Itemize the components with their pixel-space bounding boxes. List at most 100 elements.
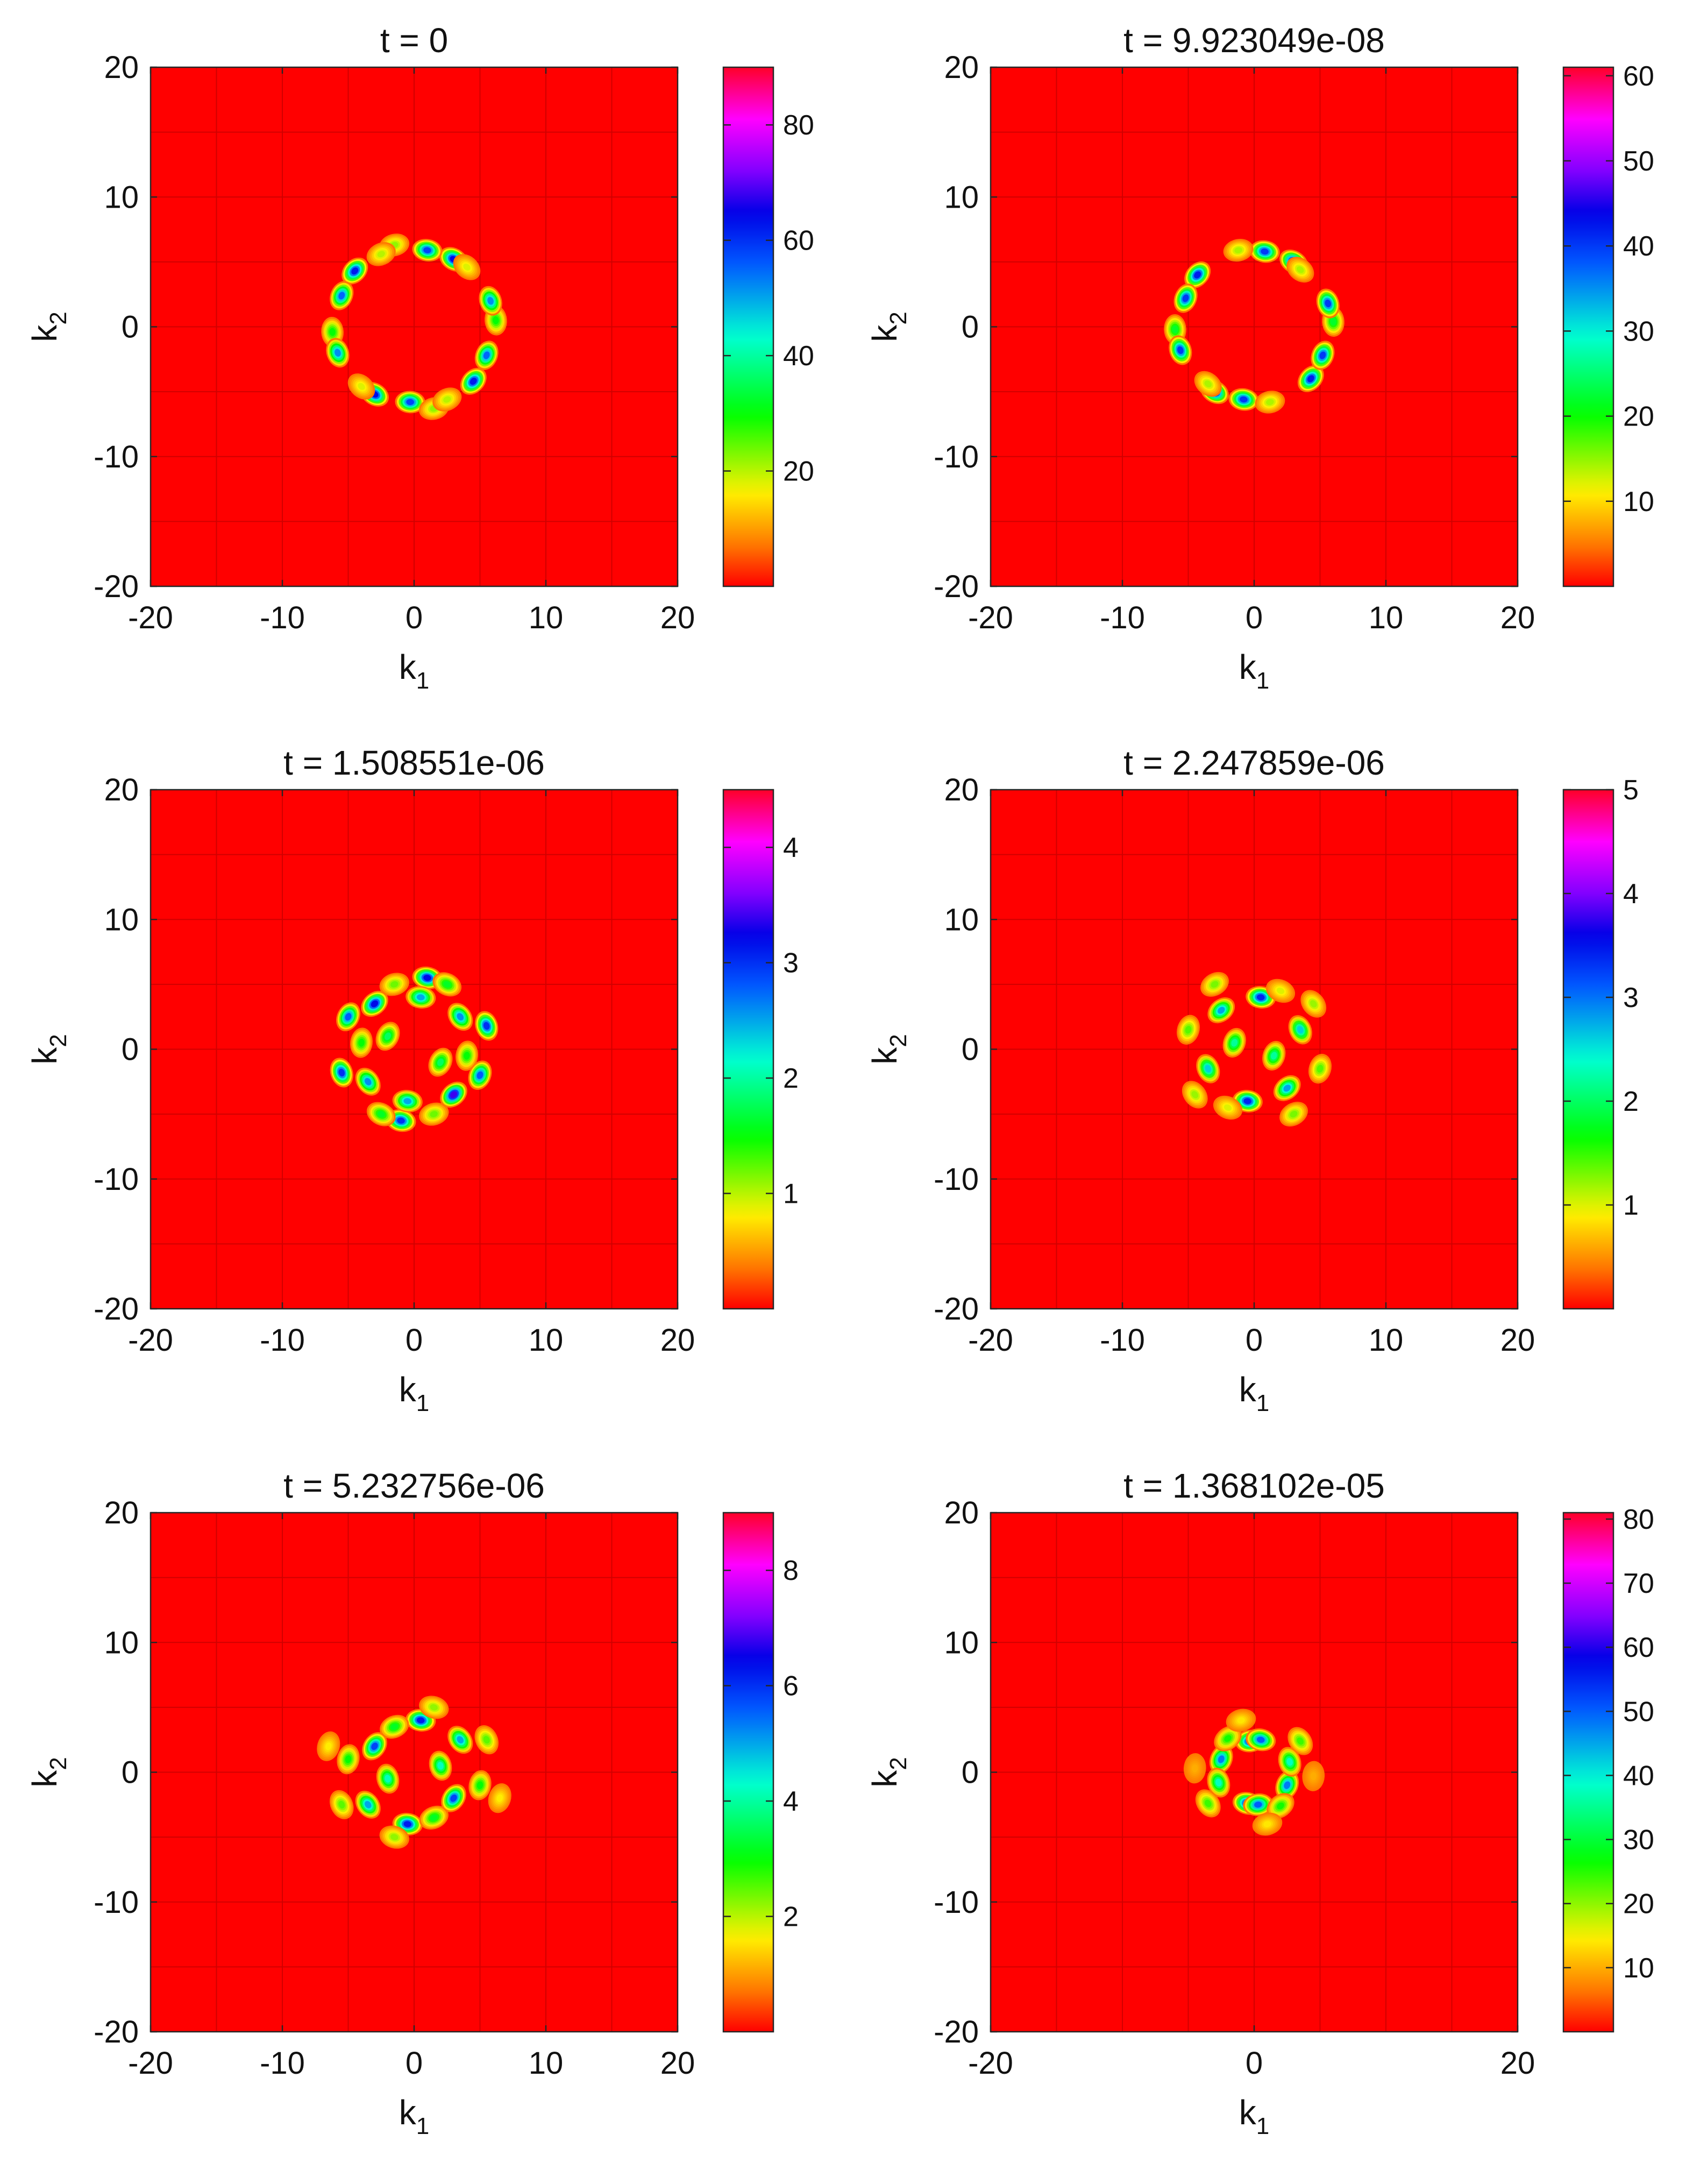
contour-level	[483, 1736, 490, 1744]
y-axis-label-main: k	[25, 1770, 64, 1788]
colorbar-tick-label: 50	[1623, 146, 1654, 177]
contour-blob	[366, 1102, 396, 1126]
contour-level	[1276, 987, 1285, 994]
contour-blob	[1195, 1789, 1221, 1818]
x-axis-label-main: k	[399, 1370, 417, 1409]
x-tick-label: -10	[1100, 1323, 1145, 1358]
contour-blob	[474, 1725, 499, 1755]
grid-lines	[991, 790, 1518, 1309]
contour-level	[437, 1762, 444, 1770]
contour-level	[483, 1022, 490, 1030]
contour-blob	[329, 1790, 354, 1819]
contour-level	[1194, 271, 1201, 279]
y-axis-label-main: k	[865, 324, 904, 342]
contour-blob	[1246, 1728, 1276, 1752]
x-axis-label-main: k	[399, 648, 417, 686]
contour-level	[1223, 1104, 1232, 1111]
contour-blob	[361, 990, 388, 1017]
x-tick-label: 0	[406, 600, 423, 635]
contour-blob	[355, 1067, 381, 1096]
y-axis-label-subscript: 2	[885, 311, 912, 324]
contour-level	[437, 1058, 444, 1066]
contour-level	[377, 1111, 385, 1118]
contour-level	[1270, 1052, 1277, 1060]
contour-level	[338, 1068, 345, 1077]
colorbar-frame	[722, 66, 774, 587]
y-tick-label: -20	[94, 2015, 139, 2050]
contour-blob	[366, 242, 396, 266]
y-tick-label: 10	[104, 180, 139, 215]
colorbar-tick-label: 6	[783, 1671, 799, 1702]
contour-blobs	[1176, 972, 1332, 1127]
colorbar	[1563, 790, 1613, 1309]
colorbar-tick-label: 10	[1623, 486, 1654, 517]
colorbar	[723, 67, 773, 586]
y-tick-label: 0	[962, 310, 979, 345]
contour-level	[416, 994, 425, 1001]
y-tick-label: -20	[94, 1292, 139, 1327]
contour-level	[403, 1821, 412, 1827]
panel-title: t = 9.923049e-08	[1123, 21, 1385, 60]
contour-level	[1231, 1039, 1238, 1047]
contour-blob	[1308, 1054, 1332, 1084]
contour-level	[1218, 1006, 1225, 1014]
contour-level	[423, 247, 431, 253]
x-axis-label-main: k	[1239, 1370, 1257, 1409]
y-tick-label: 20	[944, 772, 979, 807]
contour-blob	[1183, 1753, 1206, 1784]
contour-level	[390, 981, 399, 988]
contour-blob	[379, 1825, 409, 1849]
contour-blob	[460, 367, 487, 395]
x-axis-label-subscript: 1	[416, 668, 429, 694]
y-tick-label: 20	[944, 1495, 979, 1530]
contour-level	[1317, 1065, 1324, 1073]
y-tick-label: -20	[934, 1292, 979, 1327]
contour-level	[1284, 1781, 1291, 1789]
colorbar-tick-label: 40	[783, 341, 814, 372]
contour-level	[464, 1052, 470, 1060]
x-tick-label: -10	[260, 600, 305, 635]
contour-level	[1261, 248, 1269, 255]
contour-blob	[447, 1003, 473, 1031]
contour-level	[416, 1717, 425, 1724]
contour-blob	[355, 1790, 381, 1819]
contour-level	[1310, 1772, 1317, 1781]
x-axis-label-subscript: 1	[416, 1390, 429, 1416]
contour-level	[1290, 1110, 1298, 1118]
x-tick-label: 10	[529, 2046, 564, 2081]
contour-level	[450, 1794, 457, 1802]
colorbar-tick-label: 70	[1623, 1568, 1654, 1599]
colorbar-tick-label: 20	[1623, 1889, 1654, 1920]
colorbar-tick-label: 4	[783, 1786, 799, 1817]
colorbar-tick-label: 60	[1623, 1632, 1654, 1663]
contour-level	[1266, 399, 1274, 406]
x-tick-label: -20	[968, 600, 1013, 635]
contour-level	[1310, 1000, 1317, 1008]
contour-blob	[1214, 1725, 1242, 1752]
contour-level	[335, 349, 341, 357]
y-tick-label: -10	[94, 439, 139, 474]
y-axis-label-subscript: 2	[45, 1034, 72, 1047]
contour-blob	[1213, 1095, 1243, 1120]
contour-blob	[1223, 238, 1254, 262]
y-axis-label-subscript: 2	[885, 1757, 912, 1770]
contour-blob	[1265, 978, 1296, 1003]
y-tick-label: 20	[104, 1495, 139, 1530]
y-tick-label: -20	[94, 569, 139, 604]
x-axis-label-main: k	[399, 2093, 417, 2132]
colorbar-tick-label: 30	[1623, 1825, 1654, 1856]
colorbar	[1563, 67, 1613, 586]
y-tick-label: 0	[122, 1032, 139, 1067]
grid-lines	[151, 67, 678, 586]
contour-level	[377, 251, 385, 258]
x-axis-label: k1	[399, 648, 429, 694]
contour-blob	[375, 1022, 400, 1051]
contour-level	[1192, 1764, 1198, 1772]
contour-blobs	[321, 233, 507, 420]
contour-blob	[1207, 1768, 1230, 1798]
x-tick-label: 10	[529, 1323, 564, 1358]
contour-level	[1215, 1778, 1222, 1787]
